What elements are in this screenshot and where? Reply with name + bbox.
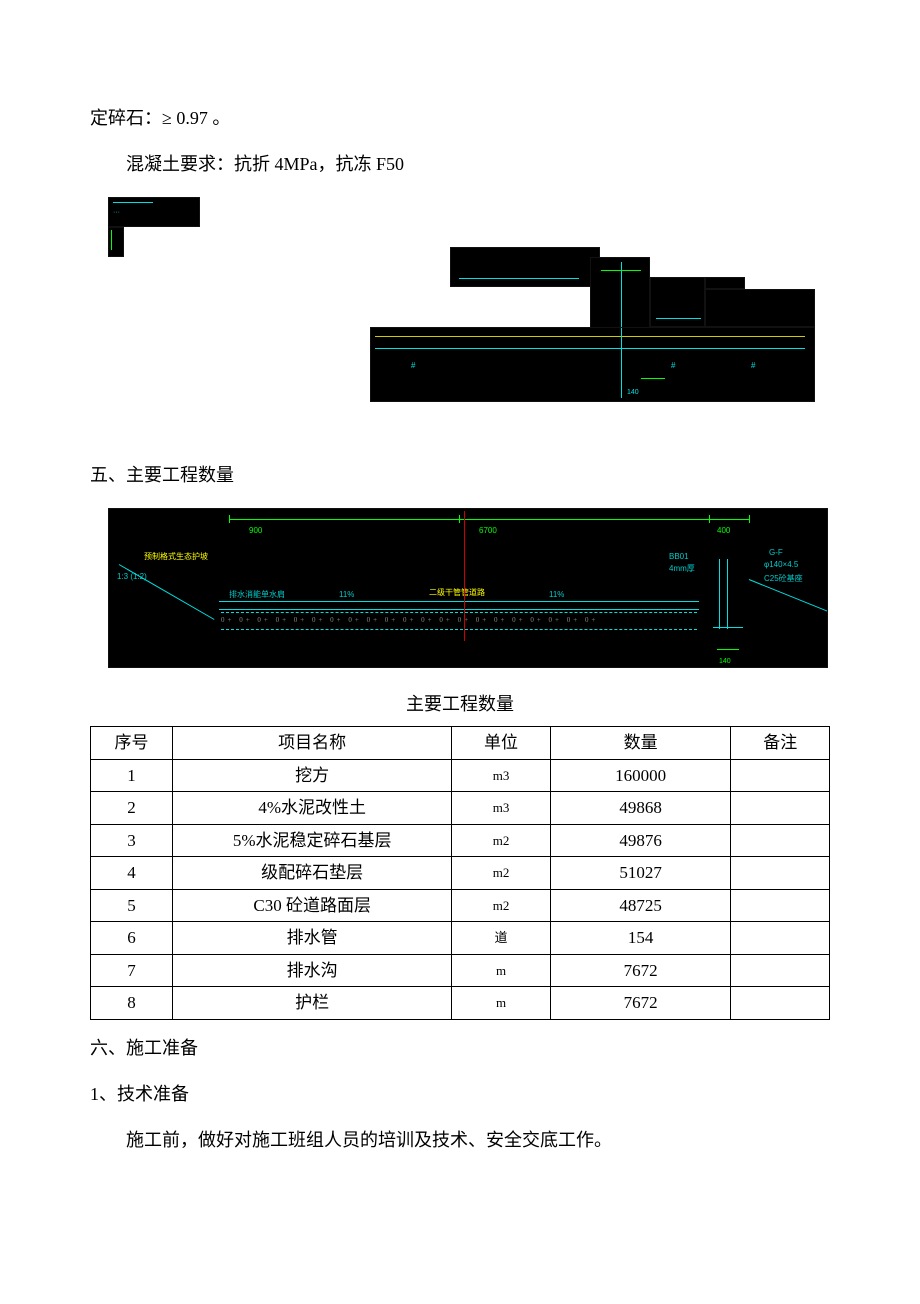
cell-name: 排水管 (173, 922, 452, 955)
cell-qty: 154 (550, 922, 731, 955)
section-6-sub-1: 1、技术准备 (90, 1076, 830, 1112)
cell-qty: 7672 (550, 954, 731, 987)
table-row: 35%水泥稳定碎石基层m249876 (91, 824, 830, 857)
cell-name: 级配碎石垫层 (173, 857, 452, 890)
cell-unit: 道 (452, 922, 551, 955)
cell-note (731, 954, 830, 987)
cell-qty: 49876 (550, 824, 731, 857)
cell-idx: 1 (91, 759, 173, 792)
cell-unit: m2 (452, 857, 551, 890)
cell-unit: m3 (452, 792, 551, 825)
cad-diagram-2: 900 6700 400 预制格式生态护坡 1:3 (1:2) 排水消能单水肩 … (90, 508, 830, 678)
intro-line-1: 定碎石：≥ 0.97 。 (90, 100, 830, 136)
cell-idx: 3 (91, 824, 173, 857)
cell-unit: m2 (452, 824, 551, 857)
cell-name: 排水沟 (173, 954, 452, 987)
cell-name: C30 砼道路面层 (173, 889, 452, 922)
cell-idx: 7 (91, 954, 173, 987)
cell-name: 护栏 (173, 987, 452, 1020)
cell-idx: 2 (91, 792, 173, 825)
table-row: 4级配碎石垫层m251027 (91, 857, 830, 890)
cell-note (731, 889, 830, 922)
table-row: 1挖方m3160000 (91, 759, 830, 792)
cell-unit: m (452, 954, 551, 987)
table-row: 6排水管道154 (91, 922, 830, 955)
table-row: 5C30 砼道路面层m248725 (91, 889, 830, 922)
table-header-row: 序号 项目名称 单位 数量 备注 (91, 727, 830, 760)
section-6-heading: 六、施工准备 (90, 1030, 830, 1066)
table-title: 主要工程数量 (90, 686, 830, 722)
table-row: 24%水泥改性土m349868 (91, 792, 830, 825)
col-unit: 单位 (452, 727, 551, 760)
table-row: 7排水沟m7672 (91, 954, 830, 987)
table-row: 8护栏m7672 (91, 987, 830, 1020)
col-name: 项目名称 (173, 727, 452, 760)
cell-unit: m (452, 987, 551, 1020)
cell-idx: 8 (91, 987, 173, 1020)
cell-idx: 6 (91, 922, 173, 955)
cell-qty: 49868 (550, 792, 731, 825)
cell-qty: 160000 (550, 759, 731, 792)
intro-line-2: 混凝土要求：抗折 4MPa，抗冻 F50 (90, 146, 830, 182)
cell-qty: 48725 (550, 889, 731, 922)
cell-note (731, 824, 830, 857)
section-5-heading: 五、主要工程数量 (90, 457, 830, 493)
cell-note (731, 987, 830, 1020)
cell-qty: 7672 (550, 987, 731, 1020)
cell-note (731, 759, 830, 792)
quantity-table: 序号 项目名称 单位 数量 备注 1挖方m316000024%水泥改性土m349… (90, 726, 830, 1020)
cell-name: 4%水泥改性土 (173, 792, 452, 825)
cell-name: 挖方 (173, 759, 452, 792)
cell-note (731, 857, 830, 890)
cell-note (731, 792, 830, 825)
cell-name: 5%水泥稳定碎石基层 (173, 824, 452, 857)
cad-diagram-1: ··· # # # 140 (90, 197, 830, 417)
cell-unit: m3 (452, 759, 551, 792)
cell-unit: m2 (452, 889, 551, 922)
section-6-body: 施工前，做好对施工班组人员的培训及技术、安全交底工作。 (90, 1122, 830, 1158)
col-qty: 数量 (550, 727, 731, 760)
cell-qty: 51027 (550, 857, 731, 890)
cell-idx: 4 (91, 857, 173, 890)
col-note: 备注 (731, 727, 830, 760)
col-idx: 序号 (91, 727, 173, 760)
cell-idx: 5 (91, 889, 173, 922)
cell-note (731, 922, 830, 955)
